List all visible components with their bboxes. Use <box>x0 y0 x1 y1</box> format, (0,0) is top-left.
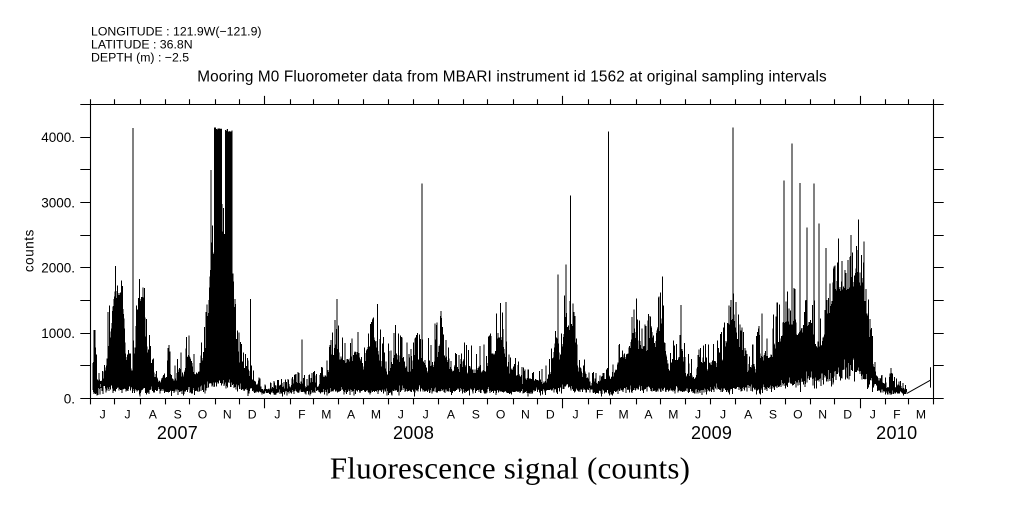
svg-text:4000.: 4000. <box>41 130 75 145</box>
svg-text:2000.: 2000. <box>41 261 75 276</box>
svg-text:Fluorescence signal (counts): Fluorescence signal (counts) <box>330 450 690 485</box>
svg-text:LATITUDE : 36.8N: LATITUDE : 36.8N <box>91 38 193 52</box>
svg-text:D: D <box>843 408 852 422</box>
svg-text:J: J <box>274 408 280 422</box>
svg-text:O: O <box>198 408 207 422</box>
svg-text:D: D <box>546 408 555 422</box>
svg-text:Mooring M0 Fluorometer data fr: Mooring M0 Fluorometer data from MBARI i… <box>197 69 827 86</box>
svg-text:2009: 2009 <box>691 423 732 443</box>
svg-text:0.: 0. <box>64 391 75 406</box>
svg-text:S: S <box>174 408 182 422</box>
svg-text:O: O <box>793 408 802 422</box>
svg-text:A: A <box>447 408 456 422</box>
svg-text:M: M <box>371 408 381 422</box>
svg-text:2008: 2008 <box>393 423 434 443</box>
svg-text:M: M <box>668 408 678 422</box>
svg-text:M: M <box>916 408 926 422</box>
svg-text:J: J <box>423 408 429 422</box>
svg-text:O: O <box>496 408 505 422</box>
svg-text:A: A <box>149 408 158 422</box>
svg-text:1000.: 1000. <box>41 326 75 341</box>
svg-text:2010: 2010 <box>876 423 917 443</box>
svg-text:N: N <box>223 408 232 422</box>
svg-text:D: D <box>248 408 257 422</box>
svg-text:LONGITUDE : 121.9W(−121.9): LONGITUDE : 121.9W(−121.9) <box>91 24 262 38</box>
svg-text:3000.: 3000. <box>41 195 75 210</box>
svg-text:J: J <box>720 408 726 422</box>
svg-text:F: F <box>596 408 603 422</box>
svg-text:J: J <box>100 408 106 422</box>
svg-text:A: A <box>644 408 653 422</box>
svg-text:2007: 2007 <box>157 423 198 443</box>
svg-text:F: F <box>893 408 900 422</box>
svg-text:A: A <box>347 408 356 422</box>
svg-text:DEPTH (m) : −2.5: DEPTH (m) : −2.5 <box>91 51 189 65</box>
svg-text:J: J <box>125 408 131 422</box>
svg-text:S: S <box>472 408 480 422</box>
svg-text:N: N <box>521 408 530 422</box>
svg-text:J: J <box>695 408 701 422</box>
svg-text:M: M <box>619 408 629 422</box>
svg-text:A: A <box>744 408 753 422</box>
svg-text:N: N <box>818 408 827 422</box>
svg-text:J: J <box>572 408 578 422</box>
svg-text:counts: counts <box>22 229 37 272</box>
svg-text:M: M <box>321 408 331 422</box>
svg-text:J: J <box>870 408 876 422</box>
svg-text:S: S <box>769 408 777 422</box>
svg-text:J: J <box>398 408 404 422</box>
svg-text:F: F <box>298 408 305 422</box>
